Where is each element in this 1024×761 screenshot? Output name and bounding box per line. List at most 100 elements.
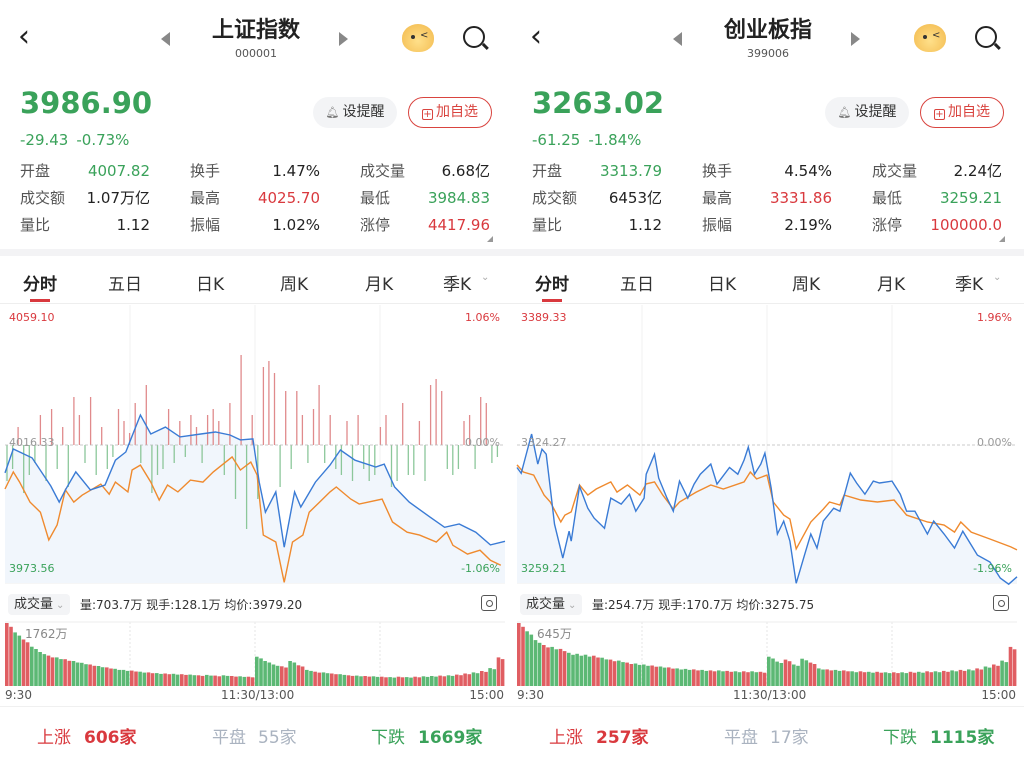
next-stock-icon[interactable] (339, 32, 348, 46)
stat-value: 4417.96 (427, 216, 490, 234)
volume-bar-down (175, 674, 180, 686)
set-reminder-label: 设提醒 (342, 104, 385, 120)
volume-bar-down (954, 671, 959, 686)
settings-icon[interactable] (481, 595, 497, 611)
tab-5[interactable]: 季K (443, 275, 472, 295)
volume-bar-down (259, 658, 263, 686)
volume-bar-down (121, 669, 126, 686)
settings-icon[interactable] (993, 595, 1009, 611)
mascot-icon[interactable] (402, 24, 434, 52)
volume-bar-down (446, 675, 451, 686)
stat-label: 振幅 (702, 216, 733, 234)
volume-bar-up (742, 671, 746, 686)
volume-bar-up (862, 672, 867, 686)
volume-bar-up (296, 665, 301, 686)
chevron-down-icon: ⌄ (56, 600, 65, 611)
tab-1[interactable]: 五日 (620, 275, 654, 295)
volume-bar-up (787, 661, 792, 686)
volume-indicator-select[interactable]: 成交量 ⌄ (8, 594, 71, 615)
tab-3[interactable]: 周K (792, 275, 821, 295)
volume-bar-down (604, 659, 609, 686)
expand-stats-icon[interactable] (999, 236, 1005, 242)
add-watchlist-label: 加自选 (948, 104, 990, 120)
tab-0[interactable]: 分时 (535, 275, 569, 295)
tab-3[interactable]: 周K (280, 275, 309, 295)
expand-stats-icon[interactable] (487, 236, 493, 242)
stat-label: 成交额 (20, 189, 66, 207)
volume-bar-down (850, 671, 854, 686)
stat-label: 成交量 (872, 162, 918, 180)
next-stock-icon[interactable] (851, 32, 860, 46)
add-watchlist-button[interactable]: + 加自选 (920, 97, 1004, 128)
axis-bottom-percent: -1.96% (973, 562, 1012, 575)
volume-bar-down (987, 667, 992, 686)
set-reminder-button[interactable]: 🔔︎ 设提醒 (313, 97, 397, 128)
volume-max-label: 1762万 (25, 627, 68, 641)
back-arrow-icon[interactable]: ‹ (530, 19, 542, 54)
volume-bar-down (683, 668, 688, 686)
search-icon[interactable] (975, 26, 997, 48)
volume-bar-down (575, 653, 579, 686)
tab-5[interactable]: 季K (955, 275, 984, 295)
volume-bar-up (442, 676, 447, 686)
volume-bar-up (63, 659, 67, 686)
volume-bar-down (263, 661, 267, 686)
tab-0[interactable]: 分时 (23, 275, 57, 295)
volume-bar-down (792, 664, 796, 686)
volume-bar-up (612, 661, 617, 686)
volume-bar-down (950, 670, 954, 686)
volume-bar-up (467, 674, 472, 686)
volume-bar-down (983, 666, 988, 686)
bell-icon: 🔔︎ (325, 106, 340, 119)
mascot-icon[interactable] (914, 24, 946, 52)
change-percent: -1.84% (588, 131, 642, 149)
volume-tag-label: 成交量 (526, 597, 566, 612)
volume-bar-up (184, 674, 188, 686)
add-watchlist-button[interactable]: + 加自选 (408, 97, 492, 128)
volume-bar-up (958, 669, 963, 686)
time-label-start: 9:30 (517, 688, 544, 702)
tab-2[interactable]: 日K (708, 275, 737, 295)
volume-bar-down (471, 672, 476, 686)
volume-bar-up (712, 671, 717, 686)
volume-bar-up (246, 676, 251, 686)
volume-bar-up (521, 626, 525, 686)
tab-1[interactable]: 五日 (108, 275, 142, 295)
volume-bar-up (105, 667, 109, 686)
volume-bar-down (84, 664, 88, 686)
tab-2[interactable]: 日K (196, 275, 225, 295)
up-count: 257家 (596, 728, 649, 748)
axis-top-price: 4059.10 (9, 311, 55, 324)
volume-indicator-select[interactable]: 成交量 ⌄ (520, 594, 583, 615)
set-reminder-button[interactable]: 🔔︎ 设提醒 (825, 97, 909, 128)
footer-divider (0, 706, 512, 707)
stock-code: 399006 (747, 47, 789, 60)
price-area-fill (5, 415, 505, 583)
prev-stock-icon[interactable] (161, 32, 170, 46)
tab-4[interactable]: 月K (365, 275, 394, 295)
axis-mid-percent: 0.00% (465, 436, 500, 449)
volume-bar-down (125, 670, 130, 686)
volume-bar-down (529, 634, 534, 686)
chevron-down-icon[interactable]: ⌄ (993, 272, 1002, 283)
volume-bar-up (725, 670, 729, 686)
stat-label: 最低 (360, 189, 391, 207)
chevron-down-icon[interactable]: ⌄ (481, 272, 490, 283)
volume-bar-down (637, 664, 642, 686)
tab-4[interactable]: 月K (877, 275, 906, 295)
volume-bar-up (650, 665, 654, 686)
back-arrow-icon[interactable]: ‹ (18, 19, 30, 54)
volume-bar-down (192, 675, 197, 686)
stat-value: 4.54% (784, 162, 832, 180)
volume-info: 量:703.7万 现手:128.1万 均价:3979.20 (80, 598, 303, 612)
volume-bar-up (396, 676, 401, 686)
search-icon[interactable] (463, 26, 485, 48)
axis-top-percent: 1.96% (977, 311, 1012, 324)
prev-stock-icon[interactable] (673, 32, 682, 46)
volume-bar-down (533, 640, 538, 686)
volume-bar-down (159, 673, 163, 686)
volume-bar-up (330, 673, 334, 686)
volume-bar-down (633, 663, 638, 686)
intraday-chart (516, 305, 1018, 586)
stat-label: 量比 (20, 216, 51, 234)
